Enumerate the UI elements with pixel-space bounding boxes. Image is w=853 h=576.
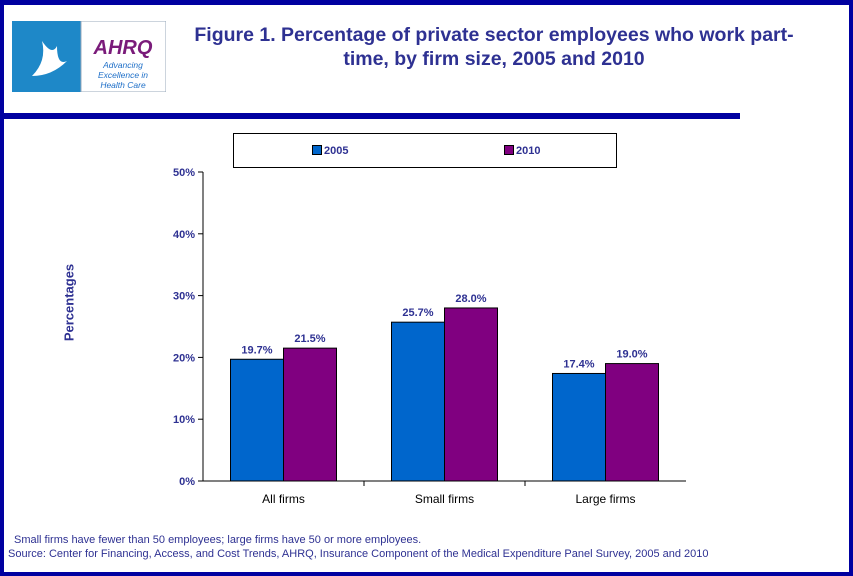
x-tick-label: All firms xyxy=(262,492,305,506)
bar-2005 xyxy=(552,372,606,482)
legend-item-2010: 2010 xyxy=(504,145,540,157)
data-label: 25.7% xyxy=(402,307,433,319)
y-tick-label: 40% xyxy=(173,229,195,241)
bar-2010 xyxy=(283,347,337,482)
source-note: Source: Center for Financing, Access, an… xyxy=(8,548,709,560)
legend-swatch-2005 xyxy=(312,145,322,155)
y-tick-label: 50% xyxy=(173,167,195,179)
legend-item-2005: 2005 xyxy=(312,145,348,157)
header-divider xyxy=(4,113,740,119)
data-label: 17.4% xyxy=(563,358,594,370)
bar-chart: 0% 10% 20% 30% 40% 50% All firms 19.7% 21.5% Smal… xyxy=(173,167,686,506)
legend-label-2005: 2005 xyxy=(324,145,349,157)
legend-swatch-2010 xyxy=(504,145,514,155)
x-tick-label: Small firms xyxy=(415,492,474,506)
data-label: 19.0% xyxy=(616,349,647,361)
chart-title: Figure 1. Percentage of private sector e… xyxy=(194,24,794,70)
footnote: Small firms have fewer than 50 employees… xyxy=(14,534,422,546)
bar-2005 xyxy=(391,321,445,482)
svg-text:Excellence in: Excellence in xyxy=(98,70,148,80)
svg-text:Advancing: Advancing xyxy=(102,60,143,70)
data-label: 19.7% xyxy=(241,344,272,356)
y-tick-label: 30% xyxy=(173,291,195,303)
legend-label-2010: 2010 xyxy=(516,145,541,157)
logo-ahrq-text: AHRQ xyxy=(93,37,153,59)
x-tick-label: Large firms xyxy=(575,492,635,506)
bar-2010 xyxy=(605,363,659,482)
bar-2005 xyxy=(230,358,284,482)
legend: 2005 2010 xyxy=(233,133,617,168)
svg-text:Health Care: Health Care xyxy=(100,80,146,90)
data-label: 28.0% xyxy=(455,293,486,305)
y-tick-label: 0% xyxy=(179,476,195,488)
bar-2010 xyxy=(444,307,498,482)
y-tick-label: 10% xyxy=(173,414,195,426)
ahrq-hhs-logo: AHRQ Advancing Excellence in Health Care xyxy=(12,21,166,92)
data-label: 21.5% xyxy=(294,333,325,345)
y-tick-label: 20% xyxy=(173,352,195,364)
